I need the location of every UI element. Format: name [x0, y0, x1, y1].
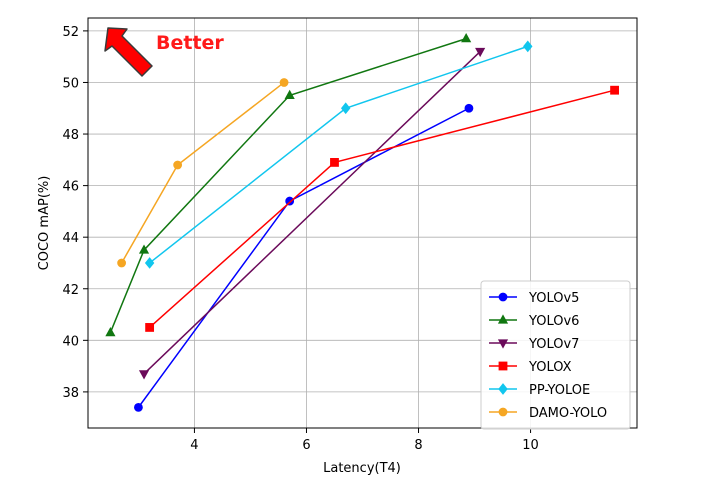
y-tick-label: 42 — [62, 283, 79, 298]
data-point-yolox — [610, 85, 619, 95]
y-tick-label: 50 — [62, 76, 79, 91]
x-tick-label: 8 — [414, 438, 422, 453]
data-point-damo-yolo — [117, 258, 127, 268]
legend-marker — [497, 314, 509, 324]
legend-marker — [497, 339, 509, 349]
data-point-damo-yolo — [173, 160, 183, 170]
data-point-yolov6 — [461, 32, 472, 43]
y-tick-label: 46 — [62, 180, 79, 195]
better-arrow-icon — [104, 27, 153, 77]
x-tick-label: 6 — [302, 438, 310, 453]
y-tick-label: 48 — [62, 128, 79, 143]
legend-entry-yolov5: YOLOv5 — [489, 291, 579, 306]
x-tick-label: 10 — [522, 438, 539, 453]
y-axis-label: COCO mAP(%) — [37, 176, 52, 271]
y-tick-label: 44 — [62, 231, 79, 246]
data-point-yolox — [330, 158, 339, 167]
y-tick-label: 40 — [62, 334, 79, 349]
legend-entry-yolov6: YOLOv6 — [489, 314, 579, 329]
data-point-yolov6 — [138, 244, 150, 254]
series-yolox — [145, 85, 619, 332]
data-point-yolov6 — [105, 326, 116, 337]
better-annotation: Better — [156, 32, 224, 54]
y-tick-label: 52 — [62, 25, 79, 40]
legend-label: PP-YOLOE — [529, 383, 590, 398]
legend-label: DAMO-YOLO — [529, 406, 607, 421]
data-point-yolov5 — [134, 402, 143, 412]
series-line-yolov6 — [109, 37, 467, 333]
data-point-yolov6 — [284, 89, 295, 99]
series-line-damo-yolo — [120, 81, 285, 264]
legend-marker — [498, 407, 508, 417]
series-yolov7 — [138, 47, 486, 380]
legend-marker — [498, 383, 508, 395]
series-line-yolov5 — [137, 107, 470, 408]
legend-label: YOLOv6 — [528, 314, 579, 329]
data-point-yolox — [145, 323, 155, 332]
legend: YOLOv5 YOLOv6 YOLOv7 YOLOX PP-YOLOE DAMO-YOLO — [480, 280, 631, 430]
series-pp-yoloe — [144, 40, 533, 269]
legend-entry-yolox: YOLOX — [489, 360, 572, 375]
y-tick-label: 38 — [62, 386, 79, 401]
legend-entry-damo-yolo: DAMO-YOLO — [489, 406, 607, 421]
x-tick-label: 4 — [190, 438, 198, 453]
x-axis-label: Latency(T4) — [323, 461, 401, 476]
legend-label: YOLOv7 — [528, 337, 579, 352]
data-point-pp-yoloe — [340, 102, 351, 115]
series-line-yolov7 — [143, 50, 481, 375]
data-point-damo-yolo — [279, 78, 289, 87]
legend-marker — [498, 361, 508, 371]
data-point-yolov7 — [138, 370, 150, 380]
legend-entry-yolov7: YOLOv7 — [489, 337, 579, 352]
legend-entry-pp-yoloe: PP-YOLOE — [489, 383, 590, 398]
series-yolov6 — [105, 32, 472, 337]
data-point-yolov7 — [475, 47, 486, 58]
plot-frame — [87, 17, 638, 429]
data-point-yolov5 — [464, 103, 474, 113]
data-point-pp-yoloe — [144, 257, 155, 269]
data-point-pp-yoloe — [523, 40, 533, 53]
legend-marker — [498, 292, 508, 302]
series-damo-yolo — [117, 78, 289, 268]
legend-box — [480, 280, 631, 430]
legend-label: YOLOX — [528, 360, 572, 375]
legend-label: YOLOv5 — [528, 291, 579, 306]
data-point-yolov5 — [285, 196, 295, 206]
series-yolov5 — [134, 103, 474, 412]
